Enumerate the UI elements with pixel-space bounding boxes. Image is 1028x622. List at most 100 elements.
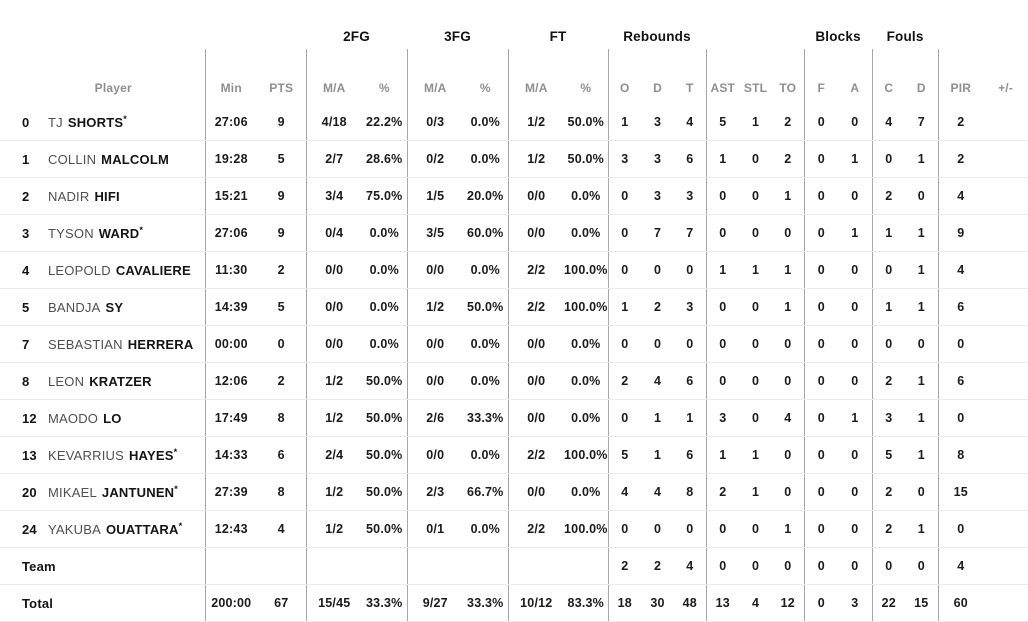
jersey-number: 24	[22, 522, 37, 538]
cell-ft-ma: 2/2	[507, 436, 565, 474]
cell-2fg-pct: 0.0%	[362, 288, 408, 326]
cell-2fg-ma: 15/45	[305, 584, 362, 622]
player-cell[interactable]: 24 YAKUBA OUATTARA*	[0, 510, 205, 548]
cell-reb-o: 4	[607, 473, 642, 511]
cell-blk-f: 0	[803, 473, 839, 511]
col-header-to: TO	[779, 81, 797, 95]
cell-blk-f: 0	[803, 436, 839, 474]
cell-min: 17:49	[204, 399, 257, 437]
cell-to: 2	[772, 140, 805, 178]
cell-reb-t: 3	[674, 177, 707, 215]
player-cell[interactable]: 4 LEOPOLD CAVALIERE	[0, 251, 205, 289]
player-cell[interactable]: 0 TJ SHORTS*	[0, 104, 205, 141]
col-header-blk-a: A	[850, 81, 860, 95]
group-header-spacer	[706, 0, 804, 49]
cell-plusminus	[983, 362, 1028, 400]
player-last-name: HERRERA	[127, 336, 194, 352]
cell-foul-d: 0	[905, 325, 939, 363]
cell-3fg-ma: 9/27	[406, 584, 464, 622]
col-header-ast: AST	[705, 49, 740, 104]
cell-blk-a: 0	[838, 510, 873, 548]
cell-pts: 2	[257, 362, 306, 400]
player-last-name: Team	[22, 558, 56, 574]
cell-stl: 0	[739, 288, 773, 326]
player-last-name: JANTUNEN	[101, 485, 175, 501]
player-cell[interactable]: 13 KEVARRIUS HAYES*	[0, 436, 205, 474]
cell-to: 0	[772, 436, 805, 474]
cell-pts: 67	[257, 584, 306, 622]
cell-foul-c: 3	[871, 399, 906, 437]
cell-min: 27:39	[204, 473, 257, 511]
cell-3fg-pct: 66.7%	[463, 473, 509, 511]
group-header-2fg: 2FG	[343, 29, 370, 44]
cell-ft-pct: 100.0%	[564, 510, 609, 548]
player-cell[interactable]: 12 MAODO LO	[0, 399, 205, 437]
cell-blk-f: 0	[803, 104, 839, 141]
cell-3fg-pct: 33.3%	[463, 584, 509, 622]
cell-foul-d: 1	[905, 214, 939, 252]
cell-to: 1	[772, 510, 805, 548]
total-row: Total 200:00 67 15/45 33.3% 9/27 33.3% 1…	[0, 584, 1028, 622]
cell-pts	[257, 547, 306, 585]
cell-stl: 0	[739, 547, 773, 585]
player-cell[interactable]: 5 BANDJA SY	[0, 288, 205, 326]
player-last-name: Total	[22, 595, 54, 611]
cell-reb-d: 1	[641, 399, 675, 437]
player-first-name: KEVARRIUS	[48, 448, 124, 464]
cell-pir: 4	[937, 177, 984, 215]
col-header-ft-ma: M/A	[507, 49, 565, 104]
player-row: 24 YAKUBA OUATTARA* 12:43 4 1/2 50.0% 0/1 …	[0, 510, 1028, 548]
cell-stl: 1	[739, 436, 773, 474]
cell-3fg-pct: 0.0%	[463, 436, 509, 474]
cell-3fg-pct: 0.0%	[463, 510, 509, 548]
group-header-rebounds: Rebounds	[623, 29, 691, 44]
cell-pts: 5	[257, 288, 306, 326]
cell-min: 14:33	[204, 436, 257, 474]
cell-plusminus	[983, 510, 1028, 548]
cell-2fg-ma: 3/4	[305, 177, 362, 215]
col-header-ft-pct: %	[580, 81, 592, 95]
starter-marker: *	[173, 446, 178, 457]
starter-marker: *	[139, 224, 144, 235]
cell-reb-o: 18	[607, 584, 642, 622]
player-cell[interactable]: 8 LEON KRATZER	[0, 362, 205, 400]
cell-reb-d: 3	[641, 140, 675, 178]
player-cell[interactable]: 3 TYSON WARD*	[0, 214, 205, 252]
player-last-name: KRATZER	[89, 373, 152, 389]
cell-plusminus	[983, 399, 1028, 437]
cell-stl: 0	[739, 177, 773, 215]
cell-ft-pct: 0.0%	[564, 362, 609, 400]
col-header-3fg-ma: M/A	[406, 49, 464, 104]
group-header-row: 2FG 3FG FT Rebounds Blocks Fouls	[0, 0, 1028, 49]
cell-to: 0	[772, 473, 805, 511]
cell-plusminus	[983, 325, 1028, 363]
cell-foul-c: 5	[871, 436, 906, 474]
player-cell[interactable]: 1 COLLIN MALCOLM	[0, 140, 205, 178]
cell-reb-o: 0	[607, 399, 642, 437]
player-cell[interactable]: 2 NADIR HIFI	[0, 177, 205, 215]
cell-ft-pct: 0.0%	[564, 473, 609, 511]
cell-2fg-pct: 75.0%	[362, 177, 408, 215]
cell-3fg-ma: 0/1	[406, 510, 464, 548]
cell-to: 12	[772, 584, 805, 622]
cell-reb-t: 48	[674, 584, 707, 622]
starter-marker: *	[123, 113, 127, 124]
player-row: 20 MIKAEL JANTUNEN* 27:39 8 1/2 50.0% 2/3 …	[0, 473, 1028, 511]
cell-reb-d: 2	[641, 288, 675, 326]
cell-reb-o: 5	[607, 436, 642, 474]
cell-pir: 60	[937, 584, 984, 622]
cell-2fg-pct: 0.0%	[362, 251, 408, 289]
cell-foul-c: 4	[871, 104, 906, 141]
cell-stl: 0	[739, 399, 773, 437]
cell-pts: 2	[257, 251, 306, 289]
cell-pir: 4	[937, 251, 984, 289]
cell-2fg-pct: 50.0%	[362, 473, 408, 511]
player-cell[interactable]: 20 MIKAEL JANTUNEN*	[0, 473, 205, 511]
player-cell[interactable]: 7 SEBASTIAN HERRERA	[0, 325, 205, 363]
col-header-foul-d: D	[916, 81, 926, 95]
cell-reb-d: 0	[641, 325, 675, 363]
cell-foul-c: 2	[871, 177, 906, 215]
cell-to: 1	[772, 177, 805, 215]
cell-ft-ma: 2/2	[507, 510, 565, 548]
cell-pir: 0	[937, 399, 984, 437]
